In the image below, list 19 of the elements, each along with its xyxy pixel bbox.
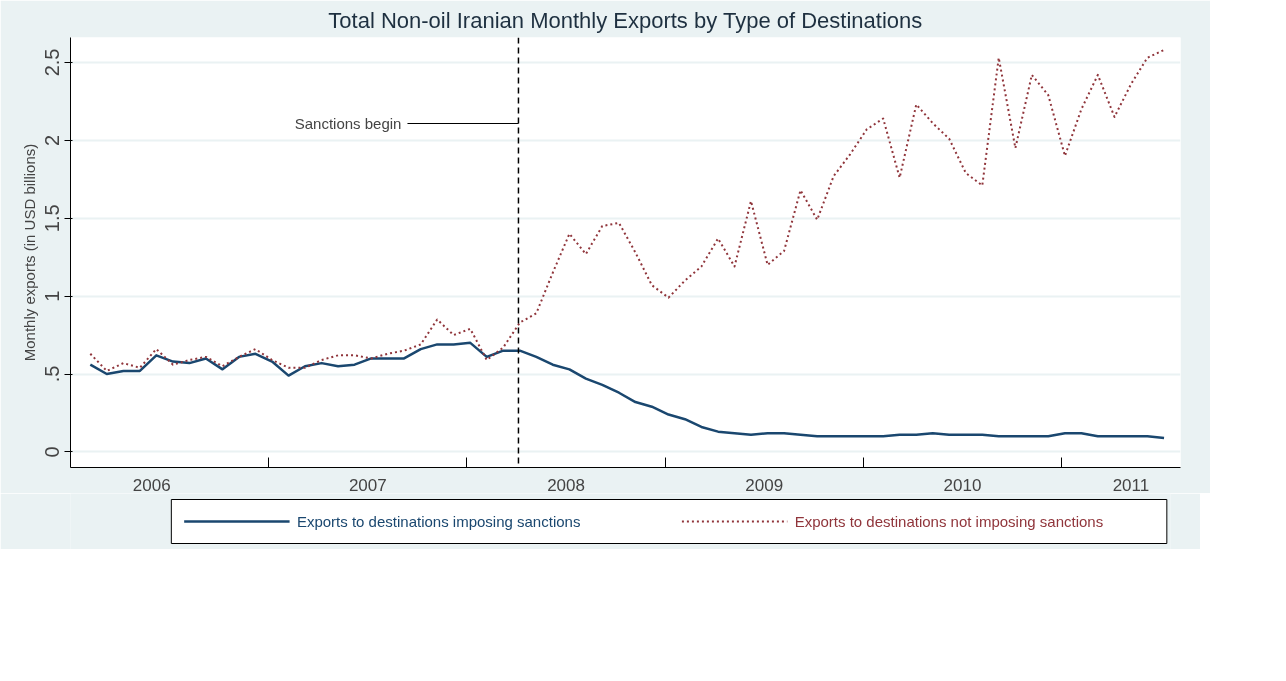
chart-title: Total Non-oil Iranian Monthly Exports by Type of Destinations	[328, 7, 923, 33]
x-tick-label: 2011	[1112, 475, 1150, 495]
y-tick-label: 1.5	[41, 204, 64, 233]
line-series	[89, 48, 1166, 372]
y-tick-label: 0	[41, 446, 64, 458]
y-tick-label: .5	[41, 365, 64, 383]
ref-line-label: Sanctions begin	[294, 115, 402, 132]
text: Exports to destinations imposing sanctions	[296, 513, 581, 530]
x-tick-label: 2009	[745, 475, 784, 495]
x-tick-label: 2008	[547, 475, 585, 495]
line-series	[89, 341, 1166, 440]
x-tick-label: 2007	[348, 475, 387, 495]
text: Exports to destinations not imposing sanctions	[794, 513, 1104, 530]
y-tick-label: 2	[41, 134, 64, 146]
y-axis-title: Monthly exports (in USD billions)	[20, 143, 38, 362]
x-tick-label: 2006	[132, 475, 171, 495]
y-tick-label: 1	[41, 290, 64, 302]
y-tick-label: 2.5	[41, 48, 64, 77]
x-tick-label: 2010	[943, 475, 982, 495]
